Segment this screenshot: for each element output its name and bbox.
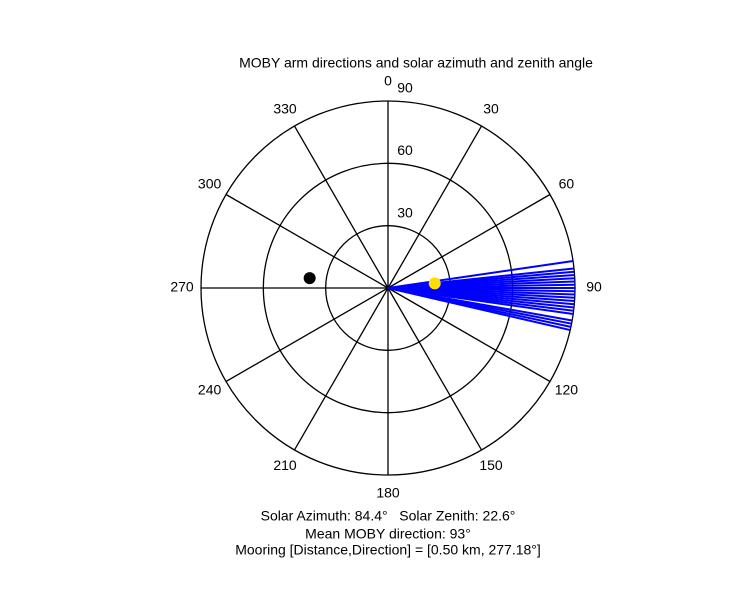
arm-direction xyxy=(387,287,574,316)
arm-direction xyxy=(387,287,571,332)
theta-tick-label: 180 xyxy=(376,485,400,501)
theta-tick-label: 240 xyxy=(198,382,222,398)
spoke xyxy=(225,193,389,289)
spoke xyxy=(387,125,483,289)
mooring-point xyxy=(303,272,316,285)
spoke xyxy=(387,287,551,383)
r-tick-label: 60 xyxy=(397,142,413,158)
spoke xyxy=(387,287,483,451)
theta-tick-label: 30 xyxy=(483,100,499,116)
chart-title: MOBY arm directions and solar azimuth an… xyxy=(239,55,593,71)
sun-point xyxy=(428,277,441,290)
spoke xyxy=(293,287,389,451)
theta-tick-label: 270 xyxy=(170,279,194,295)
annotation: Solar Azimuth: 84.4° Solar Zenith: 22.6° xyxy=(261,508,516,524)
theta-tick-label: 90 xyxy=(586,279,602,295)
theta-tick-label: 0 xyxy=(384,73,392,89)
theta-tick-label: 120 xyxy=(555,382,579,398)
theta-tick-label: 60 xyxy=(559,176,575,192)
r-tick-label: 30 xyxy=(397,204,413,220)
r-tick-label: 90 xyxy=(397,80,413,96)
spoke xyxy=(387,193,551,289)
theta-tick-label: 150 xyxy=(479,457,503,473)
theta-tick-label: 330 xyxy=(273,100,297,116)
theta-tick-label: 300 xyxy=(198,176,222,192)
annotation: Mean MOBY direction: 93° xyxy=(305,526,471,542)
arm-direction xyxy=(387,260,574,289)
annotation: Mooring [Distance,Direction] = [0.50 km,… xyxy=(235,542,541,558)
theta-tick-label: 210 xyxy=(273,457,297,473)
spoke xyxy=(225,287,389,383)
spoke xyxy=(293,125,389,289)
